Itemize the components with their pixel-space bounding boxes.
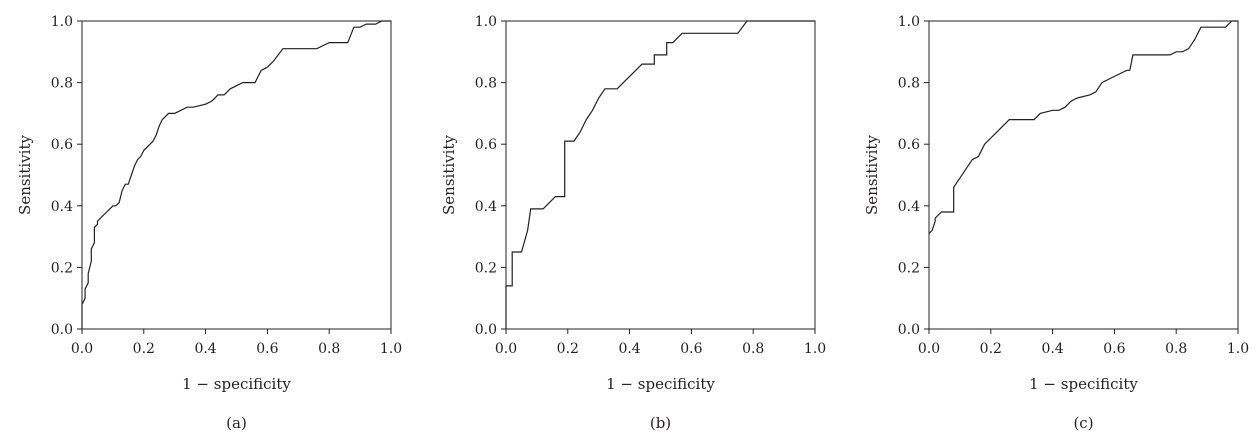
x-axis-label: 1 − specificity <box>182 375 291 393</box>
y-tick-label: 0.6 <box>898 137 920 153</box>
x-axis-label: 1 − specificity <box>1029 375 1138 393</box>
x-tick-label: 0.0 <box>918 341 940 357</box>
plot-frame <box>505 20 816 330</box>
roc-panel-c: 0.0 0.2 0.4 0.6 0.8 1.0 0.0 0.2 0.4 0.6 0.8 1.0 1 − … <box>863 14 1249 432</box>
x-tick-label: 1.0 <box>380 341 402 357</box>
plot-frame <box>928 20 1239 330</box>
x-tick-label: 1.0 <box>804 341 826 357</box>
y-tick-label: 1.0 <box>51 14 73 30</box>
y-tick-label: 1.0 <box>475 14 497 30</box>
y-tick-label: 0.4 <box>51 199 73 215</box>
x-tick-label: 0.8 <box>318 341 340 357</box>
y-tick-label: 0.0 <box>51 322 73 338</box>
panel-caption: (b) <box>650 414 671 432</box>
y-tick-label: 0.6 <box>51 137 73 153</box>
panel-caption: (a) <box>226 414 247 432</box>
x-tick-label: 0.8 <box>1165 341 1187 357</box>
x-tick-label: 0.6 <box>1103 341 1125 357</box>
y-axis-label: Sensitivity <box>16 135 34 215</box>
x-tick-label: 0.2 <box>133 341 155 357</box>
plot-frame <box>81 20 392 330</box>
y-tick-label: 0.4 <box>898 199 920 215</box>
x-tick-label: 0.6 <box>256 341 278 357</box>
roc-panel-a: 0.0 0.2 0.4 0.6 0.8 1.0 0.0 0.2 0.4 0.6 0.8 1.0 1 − … <box>16 14 402 432</box>
y-tick-label: 1.0 <box>898 14 920 30</box>
roc-curve-line <box>505 20 815 329</box>
x-tick-label: 0.0 <box>71 341 93 357</box>
x-tick-label: 0.0 <box>495 341 517 357</box>
y-tick-label: 0.8 <box>51 76 73 92</box>
x-tick-label: 0.6 <box>680 341 702 357</box>
y-tick-label: 0.4 <box>475 199 497 215</box>
roc-panel-b: 0.0 0.2 0.4 0.6 0.8 1.0 0.0 0.2 0.4 0.6 0.8 1.0 1 − … <box>440 14 826 432</box>
y-tick-label: 0.8 <box>898 76 920 92</box>
y-tick-label: 0.0 <box>475 322 497 338</box>
x-tick-label: 0.4 <box>194 341 216 357</box>
x-axis-label: 1 − specificity <box>606 375 715 393</box>
x-tick-label: 0.2 <box>557 341 579 357</box>
roc-curve-line <box>81 20 391 329</box>
y-axis-label: Sensitivity <box>440 135 458 215</box>
x-tick-label: 0.8 <box>742 341 764 357</box>
panel-caption: (c) <box>1073 414 1093 432</box>
y-tick-label: 0.2 <box>51 260 73 276</box>
roc-curve-line <box>928 20 1238 234</box>
x-tick-label: 1.0 <box>1227 341 1249 357</box>
y-tick-label: 0.0 <box>898 322 920 338</box>
y-tick-label: 0.6 <box>475 137 497 153</box>
x-tick-label: 0.2 <box>980 341 1002 357</box>
y-tick-label: 0.2 <box>898 260 920 276</box>
y-axis-label: Sensitivity <box>863 135 881 215</box>
x-tick-label: 0.4 <box>1041 341 1063 357</box>
x-tick-label: 0.4 <box>618 341 640 357</box>
y-tick-label: 0.8 <box>475 76 497 92</box>
y-tick-label: 0.2 <box>475 260 497 276</box>
